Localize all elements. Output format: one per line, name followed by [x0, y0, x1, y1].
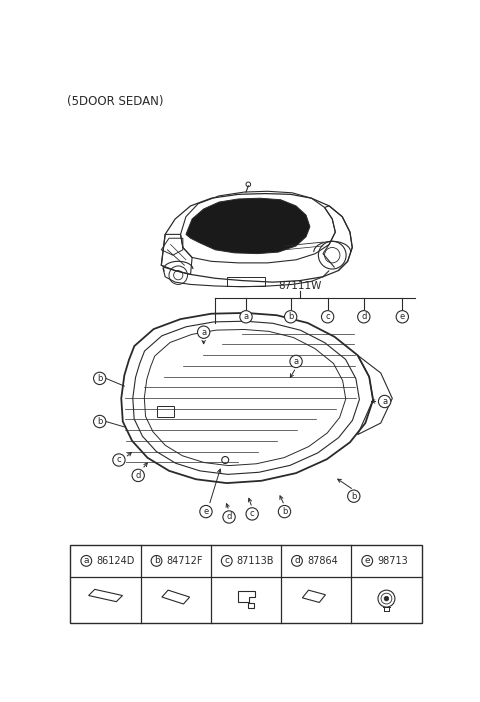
Text: 87113B: 87113B [237, 556, 274, 566]
Text: (5DOOR SEDAN): (5DOOR SEDAN) [67, 95, 164, 108]
Circle shape [285, 310, 297, 323]
Circle shape [200, 505, 212, 518]
Text: c: c [117, 456, 121, 465]
Text: 84712F: 84712F [167, 556, 203, 566]
Text: 86124D: 86124D [96, 556, 135, 566]
Circle shape [94, 416, 106, 428]
Text: e: e [400, 312, 405, 322]
Text: b: b [97, 417, 102, 426]
Circle shape [278, 505, 291, 518]
Text: b: b [351, 491, 357, 501]
Text: c: c [325, 312, 330, 322]
Text: a: a [243, 312, 249, 322]
Circle shape [362, 555, 372, 567]
Circle shape [378, 395, 391, 408]
Text: d: d [294, 557, 300, 565]
Text: a: a [293, 357, 299, 366]
Circle shape [197, 326, 210, 338]
Text: e: e [204, 507, 209, 516]
Circle shape [132, 469, 144, 482]
Text: d: d [227, 512, 232, 522]
Text: b: b [97, 374, 102, 383]
Circle shape [358, 310, 370, 323]
Circle shape [94, 372, 106, 385]
Text: b: b [288, 312, 293, 322]
Circle shape [384, 596, 389, 601]
Circle shape [290, 355, 302, 368]
Circle shape [322, 310, 334, 323]
Text: 87864: 87864 [307, 556, 338, 566]
Circle shape [113, 453, 125, 466]
Text: e: e [364, 557, 370, 565]
Text: b: b [154, 557, 159, 565]
Text: b: b [282, 507, 287, 516]
Circle shape [348, 490, 360, 503]
Circle shape [246, 508, 258, 520]
Circle shape [221, 555, 232, 567]
Text: a: a [84, 557, 89, 565]
Circle shape [396, 310, 408, 323]
Circle shape [240, 310, 252, 323]
Circle shape [291, 555, 302, 567]
Polygon shape [186, 198, 310, 253]
Circle shape [223, 511, 235, 523]
Text: 98713: 98713 [377, 556, 408, 566]
Circle shape [151, 555, 162, 567]
Circle shape [81, 555, 92, 567]
Text: c: c [250, 510, 254, 518]
Text: d: d [135, 471, 141, 480]
Text: c: c [224, 557, 229, 565]
Text: 87111W: 87111W [278, 281, 322, 291]
Text: d: d [361, 312, 367, 322]
Text: a: a [201, 328, 206, 337]
Text: a: a [382, 397, 387, 406]
